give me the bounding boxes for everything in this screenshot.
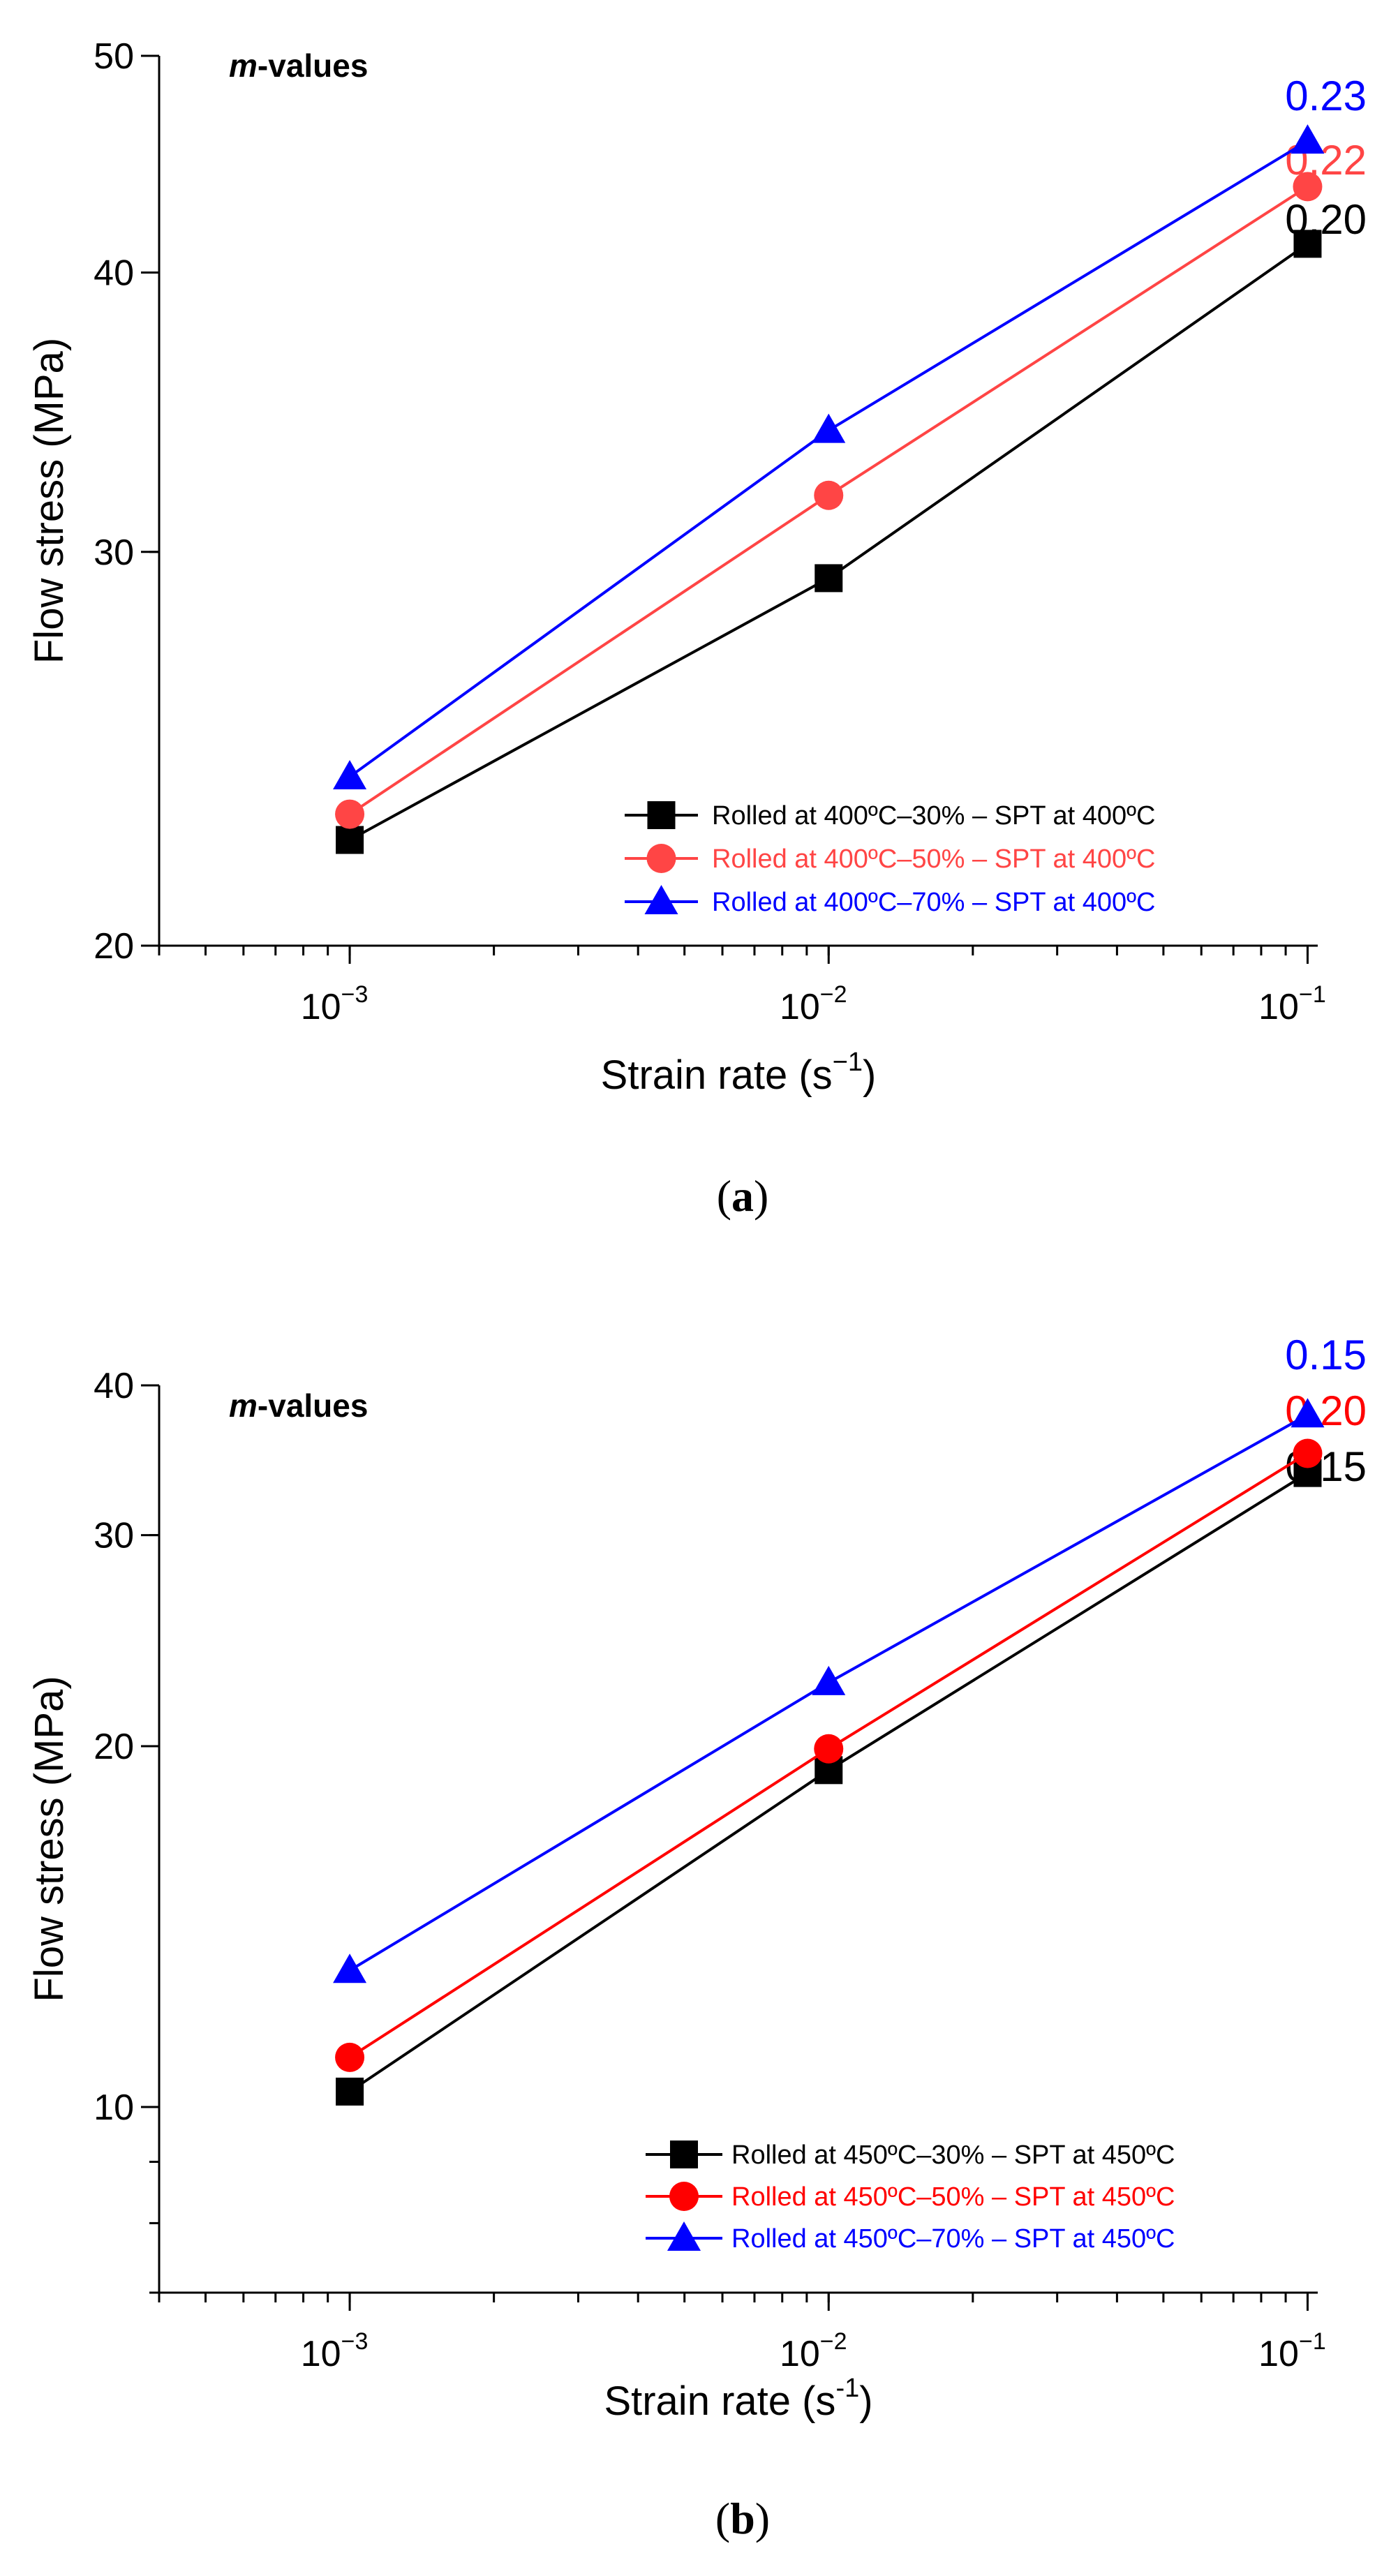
legend-label: Rolled at 400ºC–30% – SPT at 400ºC	[712, 801, 1155, 831]
legend-label: Rolled at 450ºC–50% – SPT at 450ºC	[731, 2182, 1175, 2212]
legend-item: Rolled at 400ºC–30% – SPT at 400ºC	[625, 801, 1155, 831]
legend: Rolled at 400ºC–30% – SPT at 400ºC Rolled…	[625, 801, 1155, 917]
legend-label: Rolled at 450ºC–30% – SPT at 450ºC	[731, 2141, 1175, 2170]
legend-swatch-marker	[644, 885, 678, 914]
m-values-annotation: m-values	[229, 1387, 368, 1424]
legend-swatch-marker	[667, 2221, 701, 2251]
y-tick-label: 50	[94, 36, 134, 77]
data-point	[814, 480, 844, 510]
data-point	[333, 1953, 367, 1983]
data-point	[815, 564, 843, 593]
x-tick-label: 10−3	[301, 981, 369, 1027]
data-point	[812, 413, 846, 443]
y-axis-title: Flow stress (MPa)	[27, 338, 72, 664]
data-point	[335, 799, 365, 829]
data-point	[1293, 1438, 1323, 1468]
legend-swatch-marker	[647, 801, 676, 829]
x-tick-label: 10−1	[1258, 981, 1326, 1027]
data-point	[1293, 230, 1322, 258]
data-point	[812, 1665, 846, 1695]
data-point	[1291, 1398, 1325, 1428]
x-tick-label: 10−3	[301, 2328, 369, 2374]
x-tick-label: 10−1	[1258, 2328, 1326, 2374]
x-tick-label: 10−2	[780, 981, 847, 1027]
data-point	[336, 2077, 364, 2106]
x-axis-title: Strain rate (s-1)	[604, 2374, 872, 2424]
legend-item: Rolled at 450ºC–30% – SPT at 450ºC	[646, 2141, 1175, 2170]
data-point	[335, 2042, 365, 2072]
series-3: 0.23	[333, 73, 1367, 789]
chart-panel-b: 10 20 30 40 10−3 10−2 10−1 Strain rate (s-1) Flo…	[27, 1332, 1367, 2543]
series-2: 0.20	[335, 1387, 1367, 2072]
x-tick-label: 10−2	[780, 2328, 847, 2374]
y-tick-label: 40	[94, 253, 134, 293]
data-point	[1293, 172, 1323, 202]
series-3: 0.15	[333, 1332, 1367, 1983]
legend-swatch-marker	[646, 844, 676, 873]
series-2: 0.22	[335, 137, 1367, 829]
y-tick-label: 20	[94, 926, 134, 967]
data-point	[814, 1734, 844, 1764]
legend-item: Rolled at 400ºC–50% – SPT at 400ºC	[625, 844, 1155, 874]
series-1: 0.20	[336, 196, 1367, 854]
data-point	[336, 826, 364, 854]
series-line	[348, 140, 1309, 778]
m-value-label: 0.23	[1285, 73, 1367, 119]
x-axis-title: Strain rate (s−1)	[601, 1048, 877, 1098]
m-values-annotation: m-values	[229, 47, 368, 84]
data-point	[1291, 124, 1325, 154]
m-value-label: 0.15	[1285, 1332, 1367, 1378]
series-line	[349, 242, 1309, 842]
legend-label: Rolled at 400ºC–50% – SPT at 400ºC	[712, 844, 1155, 874]
y-tick-label: 40	[94, 1366, 134, 1406]
panel-label: (a)	[717, 1171, 769, 1221]
y-tick-label: 30	[94, 533, 134, 573]
y-axis-title: Flow stress (MPa)	[27, 1676, 72, 2002]
legend-item: Rolled at 450ºC–70% – SPT at 450ºC	[646, 2221, 1175, 2254]
chart-panel-a: 20 30 40 50 10−3 10−2 10−1 Strain rate (s−1) Flo…	[27, 36, 1367, 1221]
m-value-label: 0.20	[1285, 196, 1367, 243]
legend-swatch-marker	[670, 2141, 698, 2168]
y-tick-label: 20	[94, 1727, 134, 1767]
legend: Rolled at 450ºC–30% – SPT at 450ºC Rolled…	[646, 2141, 1175, 2254]
data-point	[333, 759, 367, 789]
legend-label: Rolled at 400ºC–70% – SPT at 400ºC	[712, 888, 1155, 917]
panel-label: (b)	[715, 2494, 770, 2543]
y-tick-label: 10	[94, 2087, 134, 2128]
legend-item: Rolled at 450ºC–50% – SPT at 450ºC	[646, 2182, 1175, 2212]
legend-label: Rolled at 450ºC–70% – SPT at 450ºC	[731, 2224, 1175, 2254]
series-1: 0.15	[336, 1443, 1367, 2106]
legend-item: Rolled at 400ºC–70% – SPT at 400ºC	[625, 885, 1155, 917]
y-tick-label: 30	[94, 1516, 134, 1556]
legend-swatch-marker	[669, 2182, 699, 2211]
